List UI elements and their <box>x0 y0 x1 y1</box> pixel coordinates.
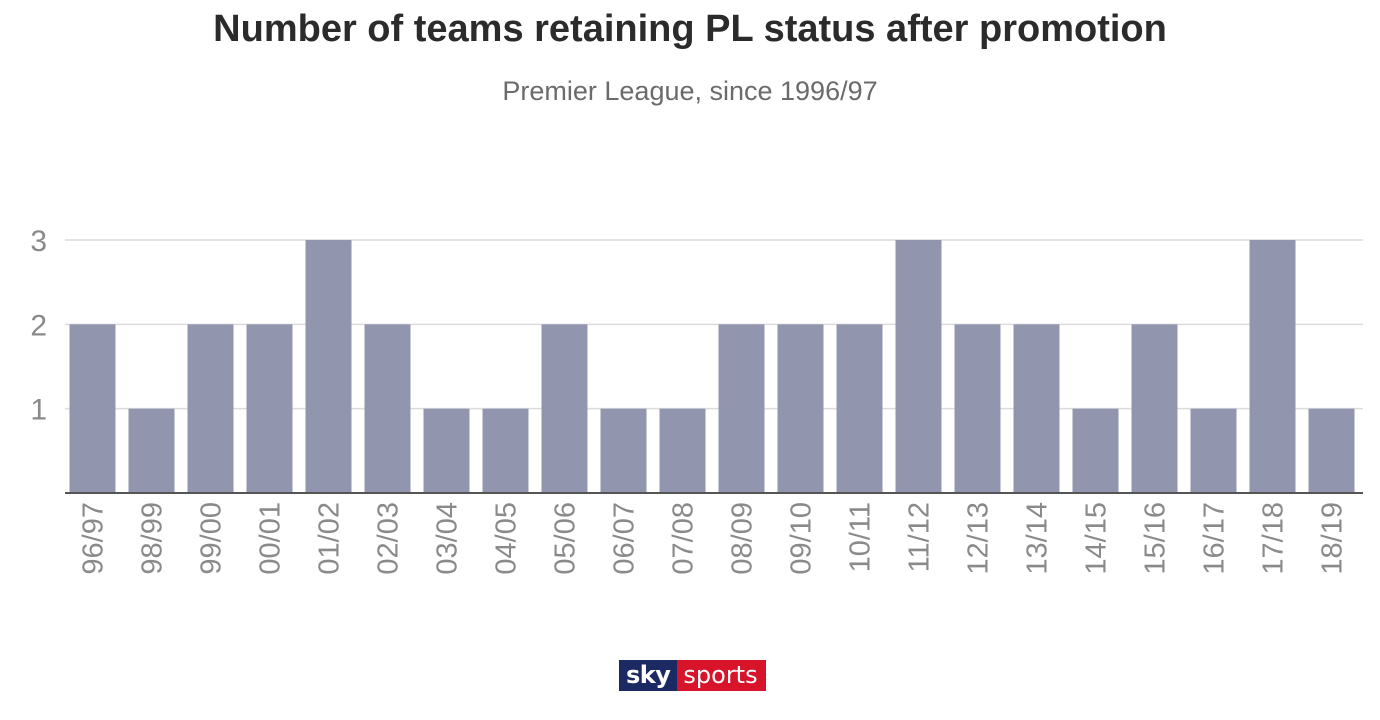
bar <box>305 240 352 493</box>
x-tick-label: 05/06 <box>550 502 582 575</box>
bar <box>777 324 824 493</box>
bar <box>954 324 1001 493</box>
bar <box>541 324 588 493</box>
bar <box>1308 408 1355 493</box>
x-tick-label: 01/02 <box>314 502 346 575</box>
bar <box>1013 324 1060 493</box>
x-tick-label: 03/04 <box>432 502 464 575</box>
bar <box>1249 240 1296 493</box>
bar <box>482 408 529 493</box>
x-tick-label: 16/17 <box>1199 502 1231 575</box>
bar <box>246 324 293 493</box>
bar <box>128 408 175 493</box>
bar <box>659 408 706 493</box>
x-tick-label: 96/97 <box>78 502 110 575</box>
sky-sports-logo: sky sports <box>619 660 766 691</box>
bar <box>187 324 234 493</box>
x-tick-label: 98/99 <box>137 502 169 575</box>
bar <box>1072 408 1119 493</box>
x-tick-label: 15/16 <box>1140 502 1172 575</box>
y-tick-label: 1 <box>30 394 47 427</box>
x-tick-label: 10/11 <box>845 502 877 572</box>
x-tick-label: 08/09 <box>727 502 759 575</box>
bar <box>364 324 411 493</box>
x-tick-label: 09/10 <box>786 502 818 575</box>
x-tick-label: 18/19 <box>1317 502 1349 575</box>
chart-subtitle: Premier League, since 1996/97 <box>502 76 878 106</box>
y-tick-label: 3 <box>30 225 47 258</box>
x-tick-label: 00/01 <box>255 502 287 575</box>
y-tick-label: 2 <box>30 309 47 342</box>
bar <box>69 324 116 493</box>
x-tick-label: 07/08 <box>668 502 700 575</box>
bar <box>895 240 942 493</box>
bar <box>423 408 470 493</box>
x-tick-label: 17/18 <box>1258 502 1290 575</box>
x-tick-label: 14/15 <box>1081 502 1113 575</box>
logo-sports: sports <box>677 660 766 691</box>
x-tick-label: 12/13 <box>963 502 995 575</box>
x-tick-label: 02/03 <box>373 502 405 575</box>
x-tick-label: 13/14 <box>1022 502 1054 575</box>
bar <box>1190 408 1237 493</box>
x-tick-label: 04/05 <box>491 502 523 575</box>
bar <box>600 408 647 493</box>
x-tick-label: 99/00 <box>196 502 228 575</box>
bar <box>1131 324 1178 493</box>
bar <box>718 324 765 493</box>
logo-sky: sky <box>619 660 678 691</box>
bar <box>836 324 883 493</box>
chart-title: Number of teams retaining PL status afte… <box>213 8 1167 50</box>
x-tick-label: 11/12 <box>904 502 936 572</box>
x-tick-label: 06/07 <box>609 502 641 575</box>
